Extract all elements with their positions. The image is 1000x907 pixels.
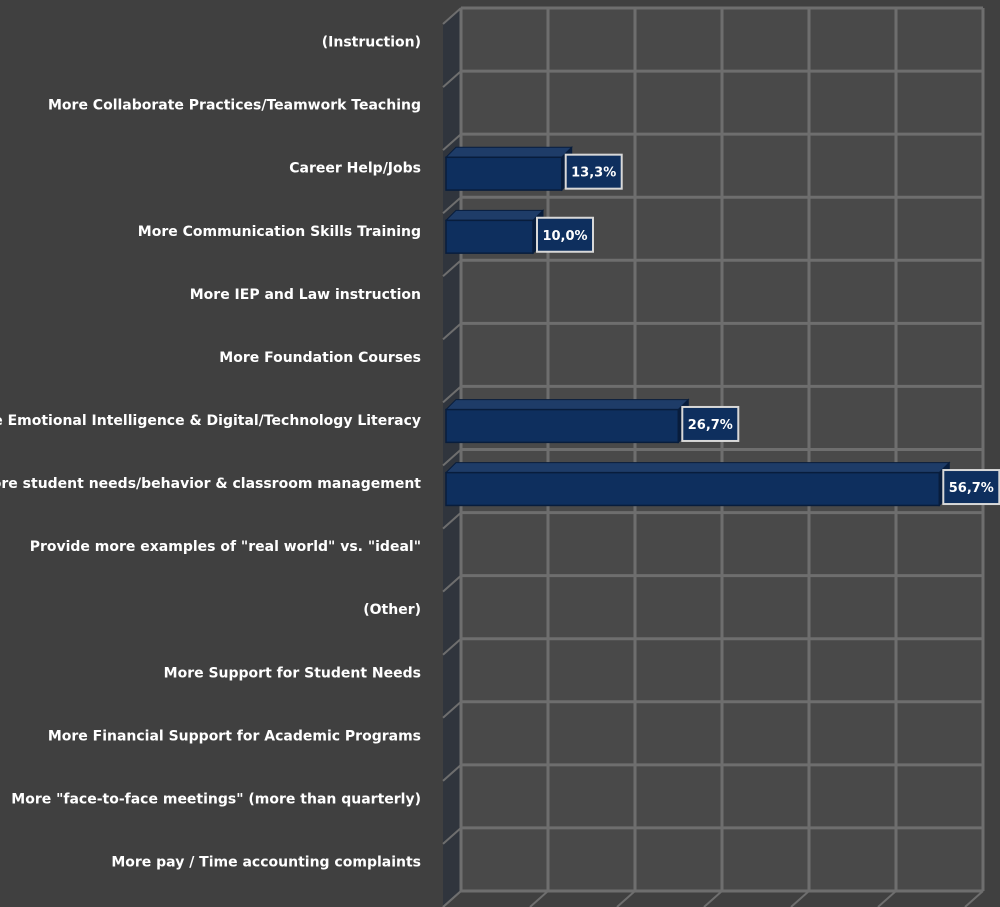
category-label: More IEP and Law instruction [190, 287, 421, 303]
side-wall-line [442, 196, 462, 214]
side-wall-line [442, 259, 462, 278]
category-label: More Collaborate Practices/Teamwork Teac… [48, 98, 421, 114]
category-label: More student needs/behavior & classroom … [0, 476, 421, 492]
bar [445, 156, 563, 191]
data-label-box [564, 153, 623, 190]
side-wall-line [442, 574, 462, 593]
bar [445, 408, 680, 444]
axis-tick [877, 890, 897, 907]
category-label: More Support for Student Needs [164, 665, 421, 681]
category-label: More Foundation Courses [219, 350, 421, 366]
category-label: More Emotional Intelligence & Digital/Te… [0, 413, 421, 429]
category-label: (Instruction) [322, 35, 421, 51]
category-label: (Other) [363, 602, 421, 618]
category-label: More pay / Time accounting complaints [111, 854, 421, 870]
data-label: 10,0% [542, 229, 587, 244]
side-wall-line [442, 827, 462, 845]
side-wall-line [442, 133, 462, 151]
bar-top-face [444, 146, 573, 158]
side-wall-line [442, 448, 462, 467]
side-wall-line [442, 385, 462, 404]
side-wall-line [442, 764, 462, 782]
data-label: 13,3% [571, 166, 616, 181]
bar [445, 471, 941, 507]
axis-tick [964, 890, 984, 907]
data-label-box [681, 405, 740, 442]
category-label: More Communication Skills Training [138, 224, 421, 240]
bar-top-face [444, 209, 545, 221]
data-label-box [536, 216, 594, 253]
side-wall-line [442, 7, 462, 25]
side-wall-line [442, 701, 462, 719]
category-label: Career Help/Jobs [289, 161, 421, 177]
category-label: More "face-to-face meetings" (more than … [11, 791, 421, 807]
bar-top-face [444, 462, 951, 474]
category-label: Provide more examples of "real world" vs… [30, 539, 421, 555]
side-wall-line [442, 637, 462, 656]
bar-top-face [444, 399, 690, 411]
side-wall-line [442, 511, 462, 530]
axis-tick [529, 890, 549, 907]
data-label-box [942, 469, 1000, 506]
side-wall-line [442, 890, 462, 907]
axis-tick [703, 890, 723, 907]
axis-tick [790, 890, 810, 907]
bar [445, 219, 534, 254]
side-wall-line [442, 70, 462, 88]
axis-tick [616, 890, 636, 907]
category-label: More Financial Support for Academic Prog… [48, 728, 421, 744]
side-wall-line [442, 322, 462, 341]
data-label: 26,7% [688, 418, 733, 433]
data-label: 56,7% [949, 481, 994, 496]
